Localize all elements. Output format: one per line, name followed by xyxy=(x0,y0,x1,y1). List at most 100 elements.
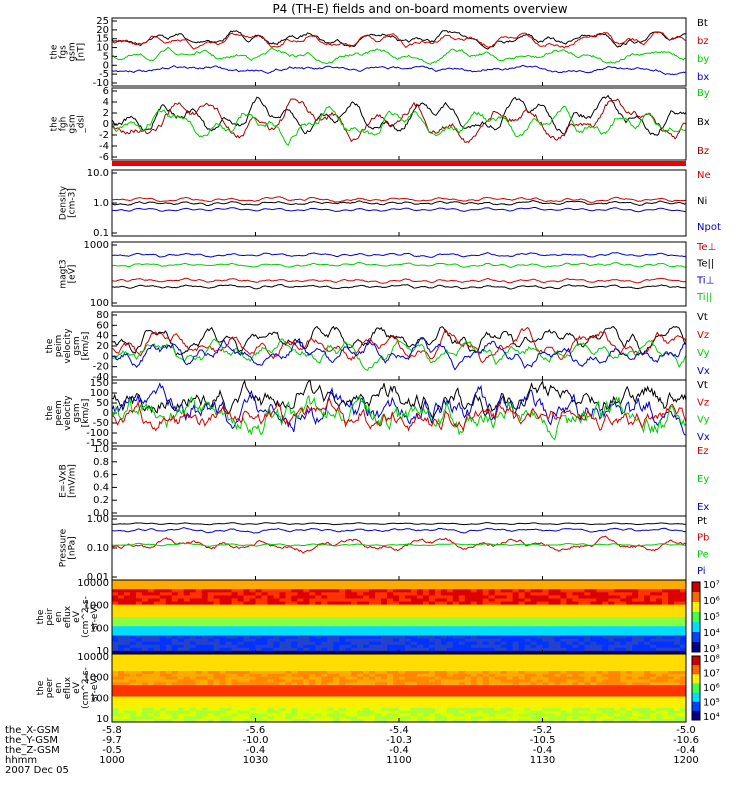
spectrogram-cell xyxy=(117,705,125,709)
spectrogram-cell xyxy=(536,668,543,672)
spectrogram-cell xyxy=(387,607,394,612)
spectrogram-cell xyxy=(399,696,406,700)
y-axis-label: magt3[eV] xyxy=(59,259,78,288)
spectrogram-cell xyxy=(674,656,681,661)
spectrogram-cell xyxy=(530,604,537,609)
spectrogram-cell xyxy=(303,589,310,593)
spectrogram-cell xyxy=(291,620,298,624)
spectrogram-cell xyxy=(345,702,352,706)
spectrogram-cell xyxy=(369,665,376,669)
spectrogram-cell xyxy=(195,713,203,717)
spectrogram-cell xyxy=(554,604,561,609)
spectrogram-cell xyxy=(536,629,543,633)
spectrogram-cell xyxy=(195,699,203,703)
spectrogram-cell xyxy=(482,610,490,615)
spectrogram-cell xyxy=(141,699,149,703)
spectrogram-cell xyxy=(135,682,143,686)
panel-peim: thepeimvelocitygsm[km/s]806040200-20-40V… xyxy=(45,310,710,383)
spectrogram-cell xyxy=(213,665,221,669)
x-axis-value: -10.5 xyxy=(530,735,556,746)
spectrogram-cell xyxy=(351,626,358,630)
spectrogram-cell xyxy=(315,592,322,596)
spectrogram-cell xyxy=(404,610,412,615)
spectrogram-cell xyxy=(584,638,591,643)
spectrogram-cell xyxy=(458,719,466,723)
spectrogram-cell xyxy=(506,592,514,596)
spectrogram-cell xyxy=(177,713,185,717)
spectrogram-cell xyxy=(219,644,227,649)
spectrogram-cell xyxy=(680,650,687,655)
spectrogram-cell xyxy=(416,662,424,666)
spectrogram-cell xyxy=(279,696,286,700)
spectrogram-cell xyxy=(590,702,597,706)
spectrogram-cell xyxy=(207,656,215,661)
spectrogram-cell xyxy=(219,654,227,658)
spectrogram-cell xyxy=(123,699,131,703)
spectrogram-cell xyxy=(482,589,490,593)
spectrogram-cell xyxy=(171,604,179,609)
spectrogram-cell xyxy=(177,671,185,675)
spectrogram-cell xyxy=(165,617,173,621)
spectrogram-cell xyxy=(428,656,436,661)
spectrogram-cell xyxy=(500,682,508,686)
spectrogram-cell xyxy=(345,644,352,649)
spectrogram-cell xyxy=(476,638,484,643)
spectrogram-cell xyxy=(309,673,316,678)
spectrogram-cell xyxy=(183,719,191,723)
spectrogram-cell xyxy=(476,668,484,672)
spectrogram-cell xyxy=(506,617,514,621)
spectrogram-cell xyxy=(315,589,322,593)
spectrogram-cell xyxy=(524,671,531,675)
colorbar-label: 10⁶ xyxy=(703,683,720,694)
spectrogram-cell xyxy=(572,671,579,675)
legend-entry: Pi xyxy=(697,566,706,577)
spectrogram-cell xyxy=(434,716,442,720)
spectrogram-cell xyxy=(363,690,370,695)
spectrogram-cell xyxy=(351,610,358,615)
x-axis-value: 1100 xyxy=(386,755,411,766)
spectrogram-cell xyxy=(189,676,197,680)
spectrogram-cell xyxy=(273,685,280,689)
spectrogram-cell xyxy=(147,654,155,658)
spectrogram-cell xyxy=(518,595,525,599)
spectrogram-cell xyxy=(183,710,191,714)
spectrogram-cell xyxy=(512,719,519,723)
spectrogram-cell xyxy=(434,685,442,689)
spectrogram-cell xyxy=(327,685,334,689)
spectrogram-cell xyxy=(159,592,167,596)
spectrogram-cell xyxy=(327,673,334,678)
spectrogram-cell xyxy=(339,644,346,649)
spectrogram-cell xyxy=(381,604,388,609)
spectrogram-cell xyxy=(381,613,388,618)
spectrogram-cell xyxy=(458,592,466,596)
spectrogram-cell xyxy=(530,707,537,712)
spectrogram-cell xyxy=(237,699,244,703)
spectrogram-cell xyxy=(656,707,663,712)
spectrogram-cell xyxy=(530,626,537,630)
spectrogram-cell xyxy=(219,665,227,669)
spectrogram-cell xyxy=(650,707,657,712)
spectrogram-cell xyxy=(542,626,549,630)
spectrogram-cell xyxy=(225,595,232,599)
spectrogram-cell xyxy=(345,626,352,630)
spectrogram-cell xyxy=(626,595,633,599)
spectrogram-cell xyxy=(273,650,280,655)
spectrogram-cell xyxy=(357,665,364,669)
spectrogram-cell xyxy=(512,671,519,675)
spectrogram-cell xyxy=(201,592,209,596)
spectrogram-cell xyxy=(195,682,203,686)
spectrogram-cell xyxy=(327,659,334,663)
spectrogram-cell xyxy=(219,607,227,612)
spectrogram-cell xyxy=(518,604,525,609)
spectrogram-cell xyxy=(494,647,502,652)
spectrogram-cell xyxy=(626,623,633,627)
spectrogram-cell xyxy=(249,617,256,621)
spectrogram-cell xyxy=(506,595,514,599)
spectrogram-cell xyxy=(189,610,197,615)
x-axis-value: 1130 xyxy=(530,755,555,766)
spectrogram-cell xyxy=(327,580,334,584)
spectrogram-cell xyxy=(554,586,561,590)
spectrogram-cell xyxy=(578,641,585,646)
spectrogram-cell xyxy=(297,688,304,692)
spectrogram-cell xyxy=(602,719,609,723)
